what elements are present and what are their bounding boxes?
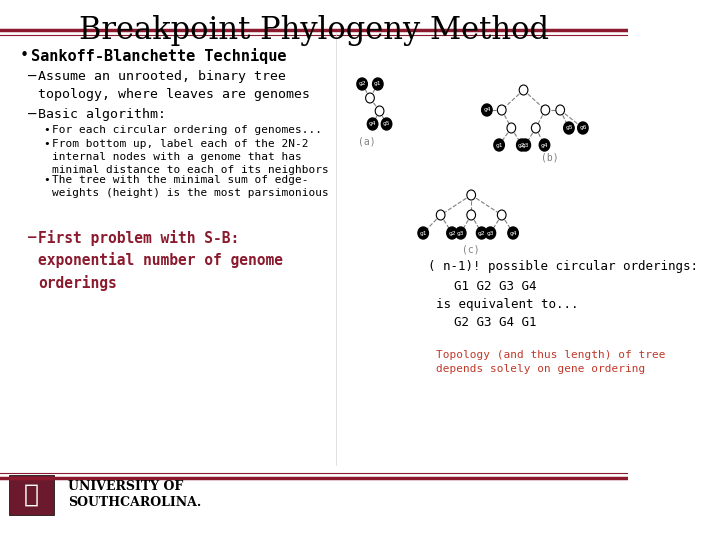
Text: First problem with S-B:
exponential number of genome
orderings: First problem with S-B: exponential numb… (38, 230, 284, 291)
Circle shape (577, 122, 588, 134)
Text: Assume an unrooted, binary tree
topology, where leaves are genomes: Assume an unrooted, binary tree topology… (38, 70, 310, 101)
Text: g4: g4 (369, 122, 377, 126)
Circle shape (467, 210, 475, 220)
Text: •: • (44, 139, 50, 149)
Text: g4: g4 (509, 231, 517, 235)
Circle shape (531, 123, 540, 133)
Text: –: – (28, 108, 36, 122)
Text: Topology (and thus length) of tree
depends solely on gene ordering: Topology (and thus length) of tree depen… (436, 350, 666, 374)
Text: g1: g1 (420, 231, 427, 235)
Text: •: • (19, 48, 28, 63)
Text: Breakpoint Phylogeny Method: Breakpoint Phylogeny Method (79, 15, 549, 46)
Text: is equivalent to...: is equivalent to... (436, 298, 579, 311)
Text: g3: g3 (487, 231, 494, 235)
Circle shape (357, 78, 367, 90)
Text: (a): (a) (358, 136, 375, 146)
Text: g2: g2 (449, 231, 456, 235)
Circle shape (375, 106, 384, 116)
Circle shape (456, 227, 466, 239)
Text: g5: g5 (383, 122, 390, 126)
Circle shape (564, 122, 574, 134)
Circle shape (520, 139, 531, 151)
Circle shape (541, 105, 549, 115)
Text: –: – (28, 70, 36, 84)
Text: G1 G2 G3 G4: G1 G2 G3 G4 (454, 280, 536, 293)
Circle shape (494, 139, 504, 151)
Text: g2: g2 (518, 143, 526, 147)
Text: g2: g2 (478, 231, 485, 235)
Text: G2 G3 G4 G1: G2 G3 G4 G1 (454, 316, 536, 329)
Text: –: – (28, 230, 36, 244)
FancyBboxPatch shape (9, 475, 54, 515)
Text: ( n-1)! possible circular orderings:: ( n-1)! possible circular orderings: (428, 260, 698, 273)
Circle shape (372, 78, 383, 90)
Circle shape (539, 139, 549, 151)
Text: •: • (44, 125, 50, 135)
Text: From bottom up, label each of the 2N-2
internal nodes with a genome that has
min: From bottom up, label each of the 2N-2 i… (53, 139, 329, 176)
Circle shape (467, 190, 475, 200)
Circle shape (382, 118, 392, 130)
Circle shape (446, 227, 457, 239)
Text: g2: g2 (359, 82, 366, 86)
Circle shape (366, 93, 374, 103)
Text: g4: g4 (483, 107, 490, 112)
Circle shape (498, 210, 506, 220)
Circle shape (482, 104, 492, 116)
Circle shape (519, 85, 528, 95)
Text: g1: g1 (495, 143, 503, 147)
Text: g1: g1 (374, 82, 382, 86)
Circle shape (436, 210, 445, 220)
Circle shape (498, 105, 506, 115)
Text: Sankoff-Blanchette Technique: Sankoff-Blanchette Technique (32, 48, 287, 64)
Circle shape (418, 227, 428, 239)
Text: g3: g3 (521, 143, 529, 147)
Text: Basic algorithm:: Basic algorithm: (38, 108, 166, 121)
Text: •: • (44, 175, 50, 185)
Text: UNIVERSITY OF
SOUTHCAROLINA.: UNIVERSITY OF SOUTHCAROLINA. (68, 481, 202, 510)
Text: 🌿: 🌿 (24, 483, 39, 507)
Circle shape (508, 227, 518, 239)
Text: g4: g4 (541, 143, 548, 147)
Circle shape (367, 118, 378, 130)
Text: For each circular ordering of genomes...: For each circular ordering of genomes... (53, 125, 323, 135)
Text: The tree with the minimal sum of edge-
weights (height) is the most parsimonious: The tree with the minimal sum of edge- w… (53, 175, 329, 198)
Circle shape (477, 227, 487, 239)
Circle shape (516, 139, 527, 151)
Text: g5: g5 (565, 125, 572, 131)
Text: (c): (c) (462, 245, 480, 255)
Text: g6: g6 (579, 125, 587, 131)
Circle shape (556, 105, 564, 115)
Circle shape (507, 123, 516, 133)
Text: g3: g3 (457, 231, 464, 235)
Text: (b): (b) (541, 152, 559, 162)
Circle shape (485, 227, 495, 239)
